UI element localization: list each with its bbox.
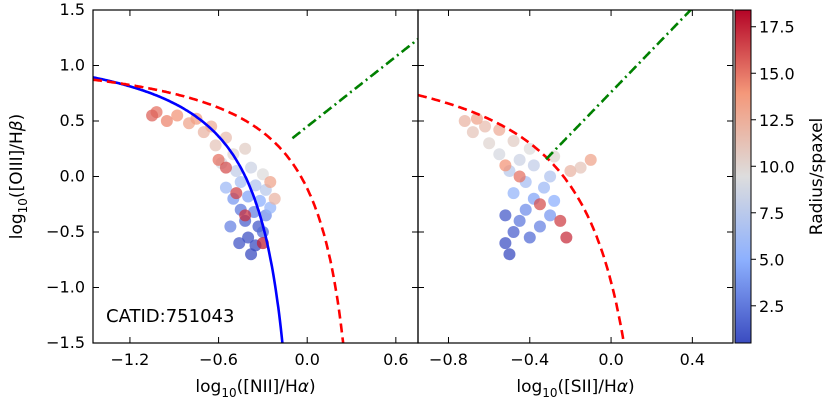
sii-scatter-points xyxy=(458,112,597,261)
scatter-point xyxy=(519,203,532,216)
scatter-point xyxy=(470,112,483,125)
scatter-point xyxy=(523,231,536,244)
scatter-point xyxy=(249,179,262,192)
y-tick-label: −0.5 xyxy=(46,222,85,241)
scatter-point xyxy=(230,164,243,177)
y-tick-label: −1.5 xyxy=(46,333,85,352)
demarcation-line xyxy=(545,10,693,161)
y-tick-label: 1.5 xyxy=(60,0,85,19)
scatter-point xyxy=(544,209,557,222)
scatter-point xyxy=(234,176,247,189)
nii-axis-ticks: −1.2 −0.6 0.0 0.6 −1.5 −1.0 −0.5 0.0 0.5 1.0 1.5 xyxy=(46,0,418,369)
scatter-point xyxy=(239,209,252,222)
colorbar-gradient xyxy=(734,9,752,344)
y-tick-label: 0.5 xyxy=(60,111,85,130)
scatter-point xyxy=(224,220,237,233)
sii-panel: −0.8 −0.4 0.0 0.4 log10([SII]/Hα) xyxy=(417,9,734,400)
colorbar-tick-label: 12.5 xyxy=(759,111,795,130)
sii-axis-ticks: −0.8 −0.4 0.0 0.4 xyxy=(418,9,733,369)
scatter-point xyxy=(507,226,520,238)
scatter-point xyxy=(564,164,577,177)
colorbar-tick-label: 10.0 xyxy=(759,157,795,176)
scatter-point xyxy=(503,248,516,261)
scatter-point xyxy=(499,159,512,172)
x-tick-label: −0.6 xyxy=(199,350,238,369)
y-tick-label: 0.0 xyxy=(60,167,85,186)
scatter-point xyxy=(242,231,255,244)
scatter-point xyxy=(533,198,546,211)
sii-x-axis-label: log10([SII]/Hα) xyxy=(516,377,634,400)
x-tick-label: 0.0 xyxy=(294,350,319,369)
scatter-point xyxy=(205,120,218,133)
colorbar-tick-label: 5.0 xyxy=(759,250,784,269)
scatter-point xyxy=(264,201,277,214)
scatter-point xyxy=(219,181,232,194)
scatter-point xyxy=(513,170,526,183)
x-tick-label: 0.0 xyxy=(598,350,623,369)
y-tick-label: −1.0 xyxy=(46,278,85,297)
scatter-point xyxy=(458,115,471,127)
scatter-point xyxy=(544,170,557,183)
colorbar-tick-label: 15.0 xyxy=(759,64,795,83)
scatter-point xyxy=(499,209,512,222)
scatter-point xyxy=(560,231,573,244)
x-tick-label: −0.8 xyxy=(429,350,468,369)
colorbar-tick-label: 2.5 xyxy=(759,297,784,316)
sii-demarcation-lines xyxy=(418,10,693,343)
scatter-point xyxy=(219,161,232,174)
nii-demarcation-lines xyxy=(93,38,418,343)
scatter-point xyxy=(242,190,255,203)
scatter-point xyxy=(239,142,252,155)
nii-panel: −1.2 −0.6 0.0 0.6 −1.5 −1.0 −0.5 0.0 0.5 1.0 1.5 C… xyxy=(7,0,419,400)
scatter-point xyxy=(538,181,550,194)
scatter-point xyxy=(479,120,492,133)
colorbar-ticks: 2.5 5.0 7.5 10.0 12.5 15.0 17.5 xyxy=(751,18,795,316)
scatter-point xyxy=(548,194,561,207)
colorbar-label: Radius/spaxel xyxy=(807,118,827,236)
colorbar: 2.5 5.0 7.5 10.0 12.5 15.0 17.5 Radius/spaxel xyxy=(734,9,827,344)
scatter-point xyxy=(245,161,258,174)
scatter-point xyxy=(523,142,536,155)
demarcation-line xyxy=(93,78,345,343)
scatter-point xyxy=(256,168,269,181)
x-tick-label: −1.2 xyxy=(111,350,150,369)
scatter-point xyxy=(233,237,246,250)
colorbar-tick-label: 7.5 xyxy=(759,204,784,223)
scatter-point xyxy=(554,214,567,227)
scatter-point xyxy=(245,248,258,261)
scatter-point xyxy=(527,159,540,172)
scatter-point xyxy=(507,187,520,200)
scatter-point xyxy=(513,214,526,227)
x-tick-label: 0.4 xyxy=(680,350,705,369)
scatter-point xyxy=(212,153,225,166)
y-tick-label: 1.0 xyxy=(60,56,85,75)
demarcation-line xyxy=(418,93,626,343)
scatter-point xyxy=(574,161,587,174)
scatter-point xyxy=(493,148,506,161)
scatter-point xyxy=(513,153,526,166)
sii-axes-frame xyxy=(417,9,734,344)
scatter-point xyxy=(499,237,512,250)
nii-x-axis-label: log10([NII]/Hα) xyxy=(195,377,315,400)
x-tick-label: −0.4 xyxy=(510,350,549,369)
scatter-point xyxy=(146,109,159,122)
scatter-point xyxy=(483,137,496,150)
catid-annotation: CATID:751043 xyxy=(106,306,234,327)
scatter-point xyxy=(584,153,597,166)
scatter-point xyxy=(466,126,479,139)
scatter-point xyxy=(264,176,277,189)
x-tick-label: 0.6 xyxy=(383,350,408,369)
scatter-point xyxy=(171,109,184,122)
scatter-point xyxy=(268,192,281,205)
colorbar-tick-label: 17.5 xyxy=(759,18,795,37)
scatter-point xyxy=(533,220,546,233)
scatter-point xyxy=(507,134,520,147)
scatter-point xyxy=(209,139,222,152)
scatter-point xyxy=(160,115,173,127)
demarcation-line xyxy=(291,38,418,140)
scatter-point xyxy=(230,187,243,200)
y-axis-label: log10([OIII]/Hβ) xyxy=(7,114,30,240)
nii-axes-frame xyxy=(92,9,419,344)
